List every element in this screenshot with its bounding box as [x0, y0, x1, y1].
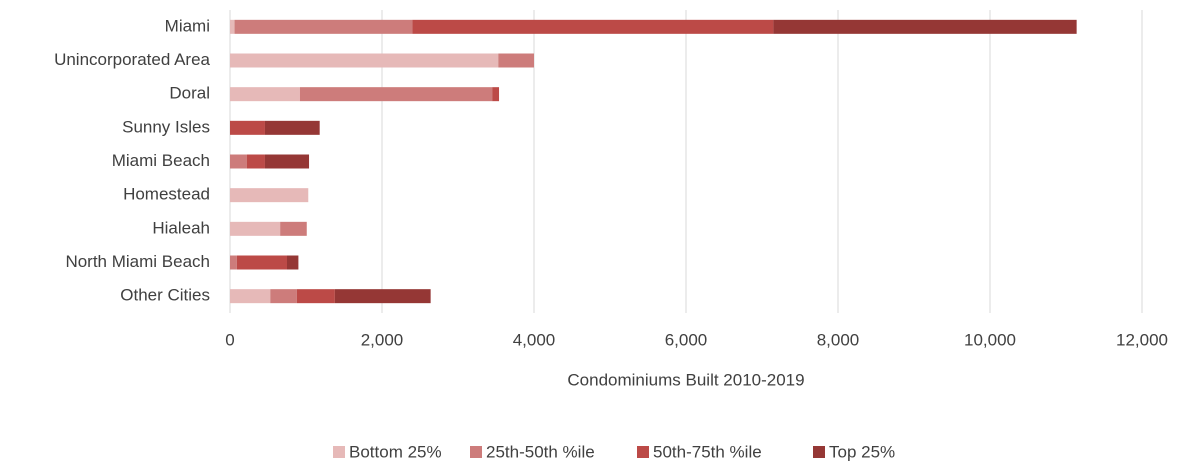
y-tick-label: Miami Beach [112, 151, 210, 170]
x-tick-label: 2,000 [361, 330, 404, 349]
bar-segment [264, 120, 320, 135]
bar-segment [287, 255, 299, 270]
legend-swatch [470, 446, 482, 458]
bar-segment [230, 255, 237, 270]
legend-swatch [813, 446, 825, 458]
bar-segment [299, 87, 493, 102]
bar-segment [230, 154, 247, 169]
bar-segment [773, 19, 1077, 34]
bar-segment [230, 120, 265, 135]
bar-segment [230, 188, 309, 203]
legend-label: Bottom 25% [349, 442, 442, 461]
y-tick-label: Other Cities [120, 286, 210, 305]
bar-segment [280, 221, 307, 236]
bar-segment [498, 53, 534, 68]
y-tick-label: Miami [165, 16, 210, 35]
legend-label: 50th-75th %ile [653, 442, 762, 461]
bar-segment [264, 154, 310, 169]
bar-segment [296, 289, 335, 304]
legend-label: Top 25% [829, 442, 895, 461]
y-tick-label: Homestead [123, 185, 210, 204]
y-tick-label: Hialeah [152, 218, 210, 237]
bar-segment [236, 255, 287, 270]
bar-segment [412, 19, 774, 34]
x-tick-label: 4,000 [513, 330, 556, 349]
bar-segment [230, 87, 300, 102]
x-tick-label: 10,000 [964, 330, 1016, 349]
bar-segment [492, 87, 500, 102]
y-tick-label: Sunny Isles [122, 117, 210, 136]
x-tick-label: 8,000 [817, 330, 860, 349]
x-tick-label: 12,000 [1116, 330, 1168, 349]
y-tick-label: North Miami Beach [65, 252, 210, 271]
bar-segment [270, 289, 297, 304]
bar-segment [246, 154, 265, 169]
y-tick-label: Unincorporated Area [54, 50, 210, 69]
bar-segment [230, 221, 281, 236]
bar-segment [234, 19, 413, 34]
y-tick-label: Doral [169, 84, 210, 103]
legend-swatch [333, 446, 345, 458]
bar-segment [230, 289, 271, 304]
bar-segment [334, 289, 431, 304]
legend-label: 25th-50th %ile [486, 442, 595, 461]
legend-swatch [637, 446, 649, 458]
bar-segment [230, 19, 235, 34]
x-tick-label: 0 [225, 330, 234, 349]
bar-segment [230, 53, 499, 68]
x-tick-label: 6,000 [665, 330, 708, 349]
x-axis-title: Condominiums Built 2010-2019 [567, 370, 804, 389]
